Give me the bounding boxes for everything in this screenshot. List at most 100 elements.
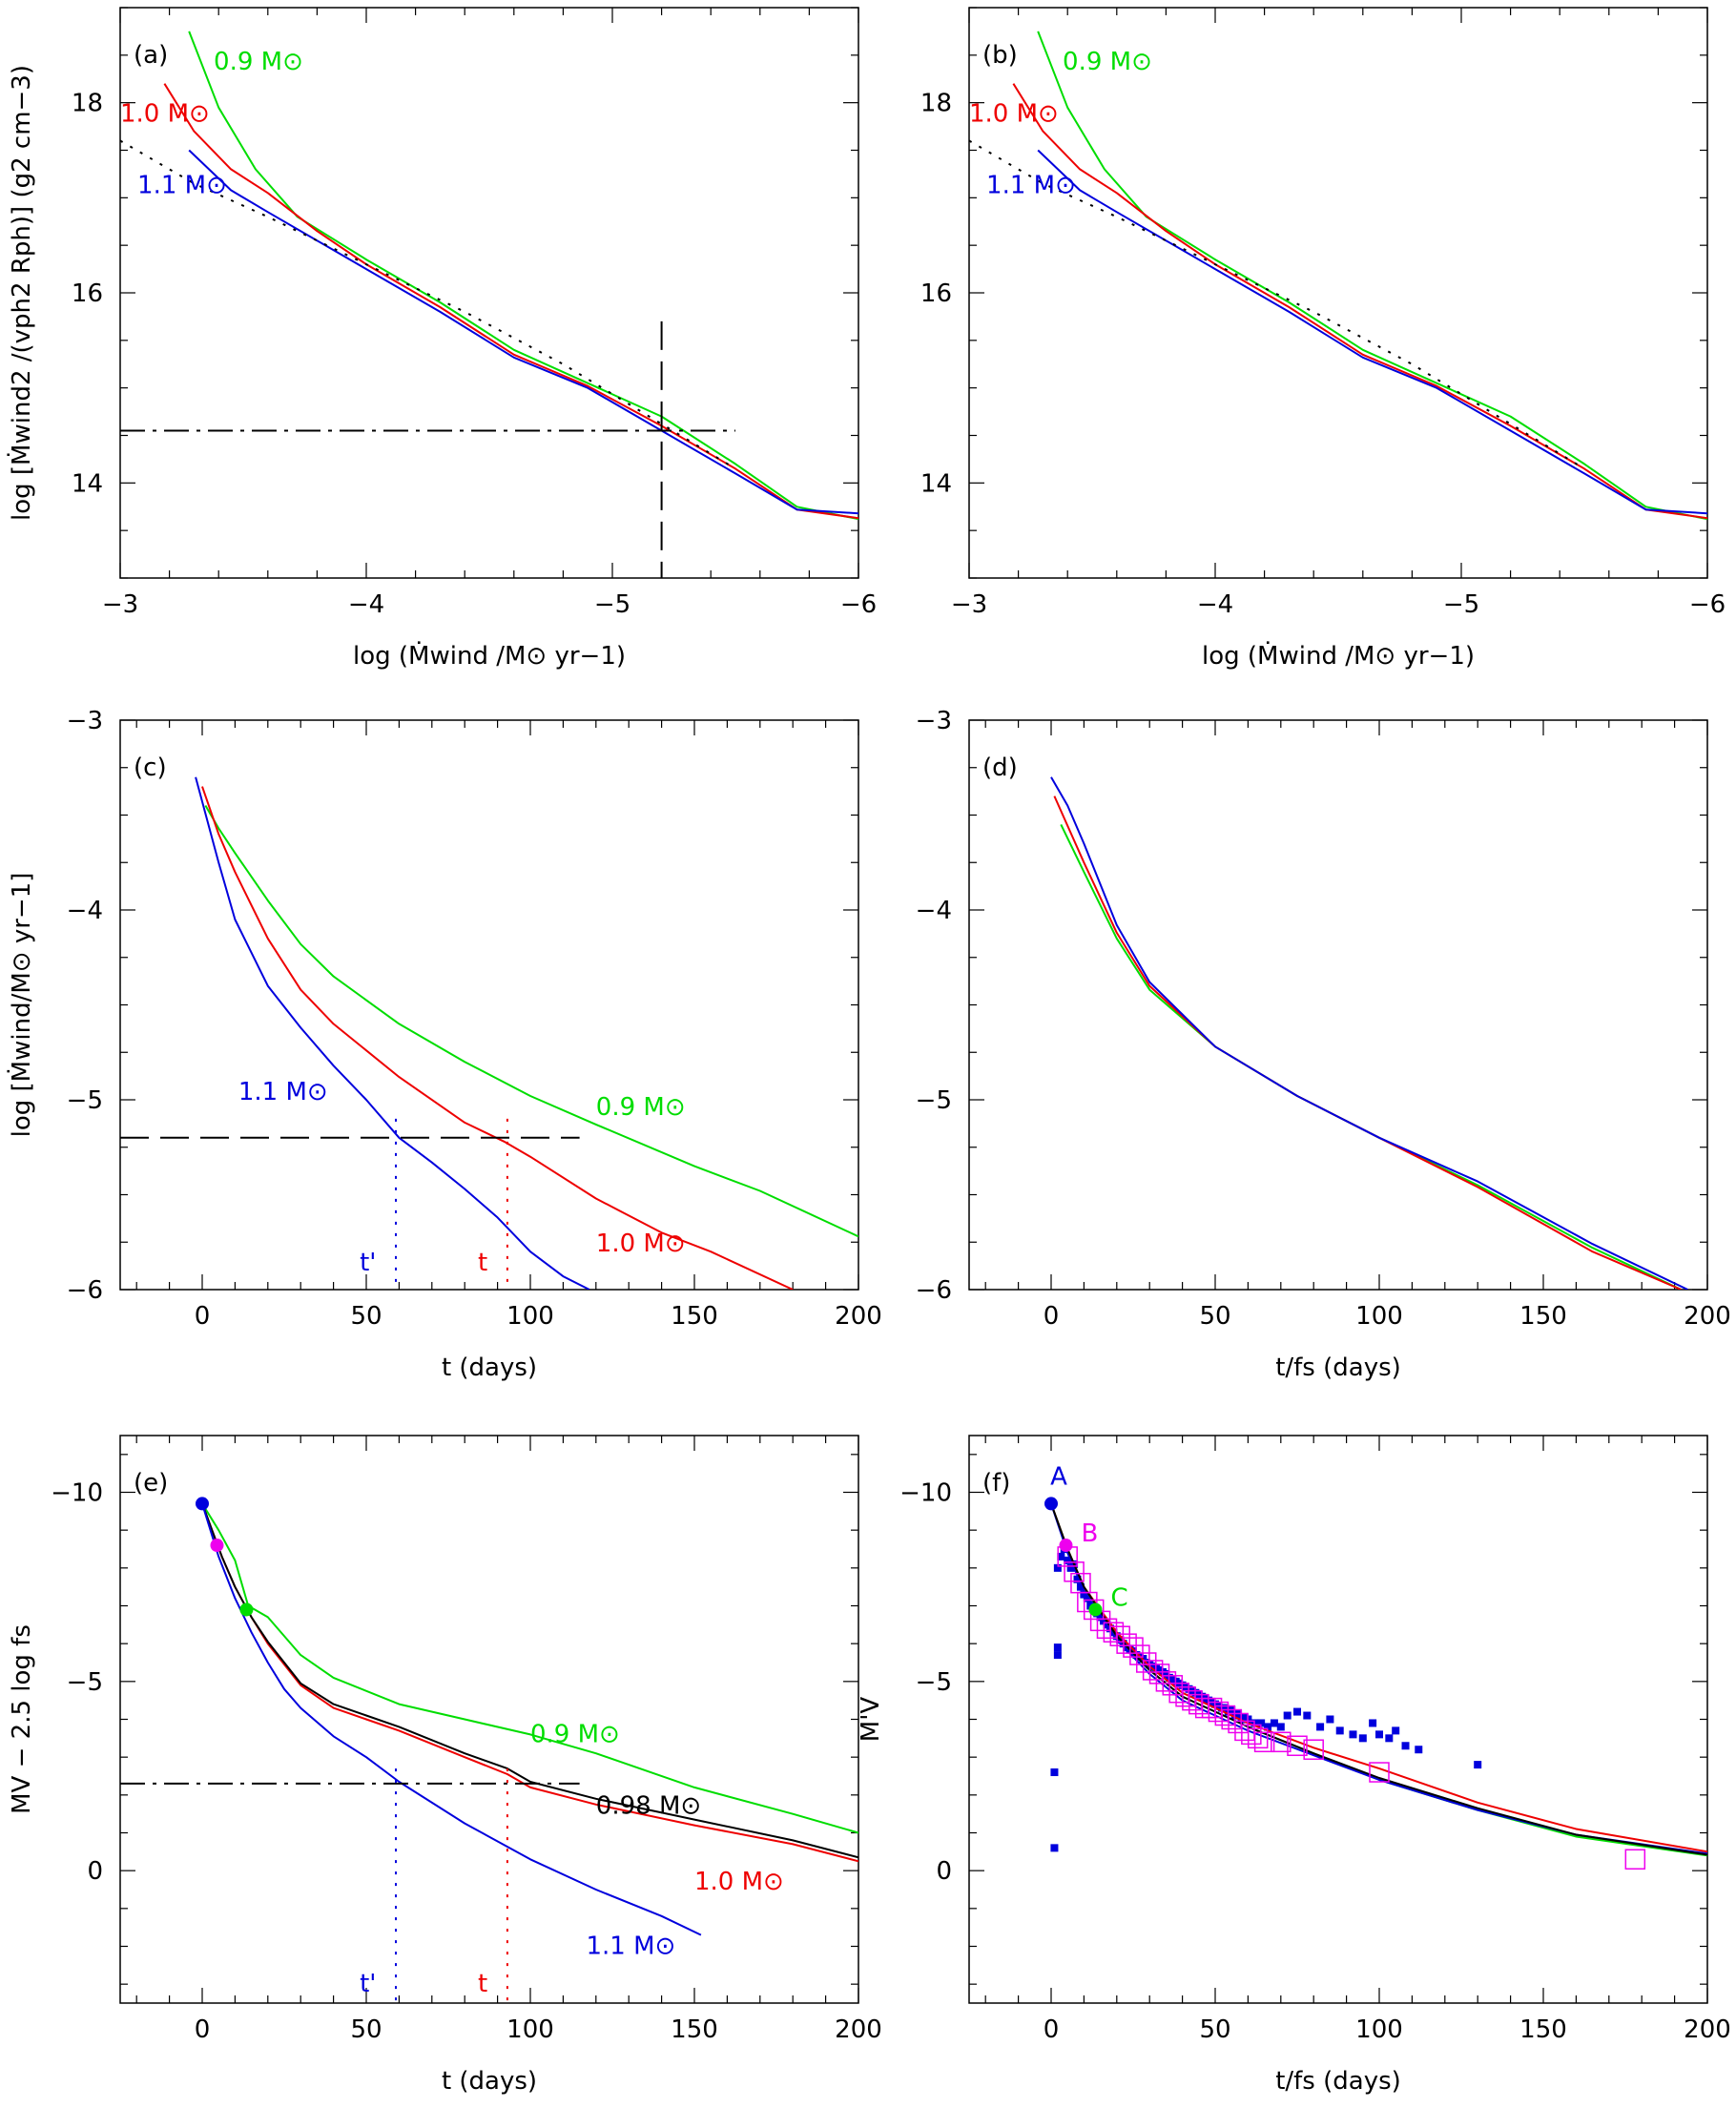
data-point-small — [1415, 1746, 1423, 1754]
data-point-small — [1293, 1707, 1301, 1716]
panel-f: 0 50 100 150 200 0 −5 −10 t/fs (days) M'V (f) AB C — [857, 1435, 1731, 2096]
data-point-small — [1053, 1643, 1062, 1652]
series-line-0.9-msun — [201, 1502, 858, 1834]
data-point-small — [1335, 1726, 1344, 1735]
series-annotation: 0.9 M⊙ — [214, 48, 303, 76]
series-annotation: 1.1 M⊙ — [586, 1932, 675, 1960]
x-tick-label: 0 — [195, 1302, 211, 1331]
data-point-small — [1270, 1719, 1278, 1727]
data-point-square — [1234, 1720, 1255, 1742]
data-point-small — [1283, 1711, 1292, 1720]
series-line-0.9-msun — [1060, 823, 1682, 1290]
series-line-1.0-msun — [1012, 83, 1707, 520]
marker-point — [196, 1497, 209, 1511]
data-point-square — [1287, 1735, 1308, 1757]
data-point-square — [1208, 1701, 1230, 1723]
series-annotation: 1.1 M⊙ — [986, 171, 1076, 199]
data-point-square — [1241, 1724, 1262, 1746]
data-point-square — [1083, 1599, 1105, 1621]
panel-d: 0 50 100 150 200 −6 −5 −4 −3 t/fs (days) (d) — [916, 707, 1731, 1382]
x-tick-label: −6 — [840, 590, 877, 619]
x-tick-label: 50 — [350, 1302, 382, 1331]
series-annotation: t' — [360, 1249, 376, 1277]
series-annotation: t — [478, 1970, 487, 1998]
data-point-small — [1050, 1768, 1059, 1777]
x-axis-title: t/fs (days) — [1275, 2067, 1401, 2096]
series-line-1.1-msun — [1037, 149, 1707, 515]
x-tick-label: 50 — [350, 2015, 382, 2044]
data-point-small — [1257, 1719, 1266, 1727]
x-tick-label: 100 — [506, 1302, 554, 1331]
x-tick-label: −6 — [1689, 590, 1726, 619]
y-tick-label: −10 — [899, 1479, 952, 1508]
panel-e: 0 50 100 150 200 0 −5 −10 t (days) MV − 2.5 log f… — [8, 1435, 882, 2096]
series-line-0.9-msun — [188, 31, 858, 521]
data-point-small — [1053, 1651, 1062, 1660]
series-line-1.0-msun — [201, 786, 794, 1290]
data-point-small — [1303, 1711, 1312, 1720]
series-line-1.0-msun — [1053, 796, 1682, 1290]
y-tick-label: −5 — [916, 1086, 952, 1115]
data-point-small — [1064, 1556, 1072, 1564]
y-tick-label: −4 — [67, 897, 103, 925]
y-tick-label: −4 — [916, 897, 952, 925]
series-annotation: 0.9 M⊙ — [1063, 48, 1152, 76]
data-point-square — [1253, 1731, 1275, 1753]
x-tick-label: −3 — [102, 590, 138, 619]
y-tick-label: −5 — [67, 1086, 103, 1115]
series-annotation: 1.0 M⊙ — [969, 100, 1059, 129]
data-point-square — [1168, 1682, 1189, 1704]
data-point-square — [1624, 1849, 1646, 1870]
x-tick-label: 200 — [835, 1302, 882, 1331]
series-annotation: 1.1 M⊙ — [238, 1078, 328, 1106]
plot-frame — [119, 1435, 859, 2004]
series-line-0.98-msun — [201, 1503, 858, 1859]
data-point-square — [1228, 1712, 1249, 1734]
tick-marks — [969, 1436, 1708, 2003]
y-tick-label: 14 — [920, 469, 952, 498]
data-point-square — [1116, 1633, 1137, 1654]
series-annotation: 1.0 M⊙ — [120, 100, 210, 129]
y-tick-label: 16 — [920, 279, 952, 308]
data-point-square — [1123, 1637, 1144, 1658]
data-point-small — [1474, 1761, 1482, 1769]
y-tick-label: −10 — [51, 1479, 103, 1508]
series-annotation: t' — [360, 1970, 376, 1998]
x-tick-label: −5 — [1443, 590, 1479, 619]
point-label: B — [1081, 1519, 1098, 1548]
data-point-square — [1175, 1685, 1196, 1707]
tick-marks — [119, 7, 859, 579]
data-point-small — [1349, 1730, 1357, 1739]
data-point-square — [1148, 1664, 1170, 1684]
y-tick-label: −5 — [67, 1668, 103, 1697]
data-point-square — [1136, 1652, 1157, 1673]
panel-a: −3 −4 −5 −6 14 16 18 log (Ṁwind /M⊙ yr−1) log [Ṁ… — [6, 7, 877, 671]
data-point-square — [1109, 1625, 1130, 1646]
x-tick-label: 100 — [1355, 2015, 1403, 2044]
panel-c: 0 50 100 150 200 −6 −5 −4 −3 t (days) log [Ṁwind/M… — [6, 707, 882, 1382]
y-tick-label: −3 — [916, 707, 952, 735]
plot-frame — [119, 719, 859, 1291]
series-annotation: 0.98 M⊙ — [596, 1792, 701, 1821]
point-label: A — [1050, 1462, 1067, 1491]
series-annotation: 1.1 M⊙ — [137, 171, 227, 199]
x-tick-label: 150 — [1519, 1302, 1567, 1331]
y-axis-title: M'V — [857, 1697, 885, 1743]
series-annotation: 0.9 M⊙ — [530, 1720, 620, 1748]
series-line-0.9-msun — [1037, 31, 1707, 521]
y-tick-label: −5 — [916, 1668, 952, 1697]
series-line-1.1-msun — [195, 776, 590, 1290]
y-tick-label: −3 — [67, 707, 103, 735]
y-tick-label: 0 — [936, 1857, 952, 1886]
series-line-1.1-msun — [188, 149, 858, 515]
tick-marks — [969, 719, 1708, 1291]
plot-frame — [968, 7, 1708, 579]
x-tick-label: −4 — [348, 590, 384, 619]
series-line-1.1-msun — [201, 1503, 702, 1936]
x-axis-title: t/fs (days) — [1275, 1354, 1401, 1382]
data-point-small — [1083, 1594, 1091, 1602]
x-tick-label: 0 — [1044, 1302, 1060, 1331]
series-annotation: 0.9 M⊙ — [596, 1093, 686, 1122]
x-axis-title: log (Ṁwind /M⊙ yr−1) — [1202, 640, 1475, 671]
x-tick-label: −4 — [1197, 590, 1233, 619]
